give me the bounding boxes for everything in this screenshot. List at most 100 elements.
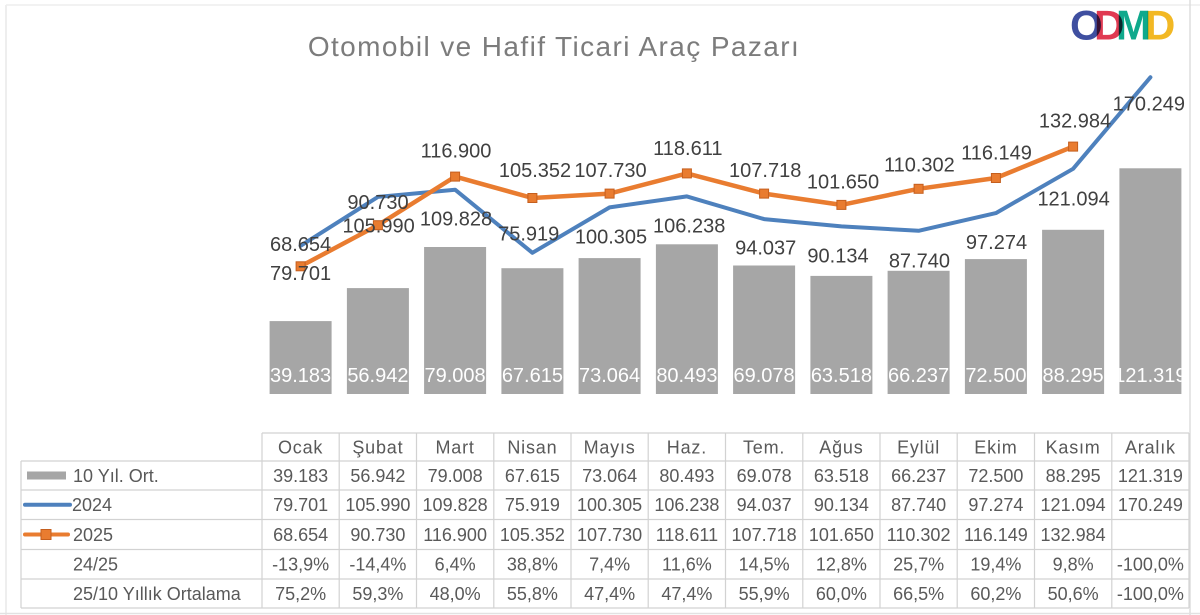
svg-text:107.718: 107.718 bbox=[732, 525, 797, 545]
svg-text:7,4%: 7,4% bbox=[589, 555, 630, 575]
svg-text:11,6%: 11,6% bbox=[662, 555, 712, 575]
svg-text:-14,4%: -14,4% bbox=[349, 555, 406, 575]
svg-text:66,5%: 66,5% bbox=[893, 584, 944, 604]
svg-text:87.740: 87.740 bbox=[891, 495, 946, 515]
svg-text:63.518: 63.518 bbox=[811, 365, 872, 387]
svg-text:Mayıs: Mayıs bbox=[584, 437, 636, 457]
svg-text:63.518: 63.518 bbox=[814, 466, 869, 486]
svg-text:68.654: 68.654 bbox=[273, 525, 328, 545]
svg-text:170.249: 170.249 bbox=[1113, 93, 1185, 115]
svg-text:39.183: 39.183 bbox=[270, 365, 331, 387]
svg-text:90.134: 90.134 bbox=[814, 495, 869, 515]
svg-text:Ekim: Ekim bbox=[974, 437, 1017, 457]
svg-text:19,4%: 19,4% bbox=[970, 555, 1021, 575]
svg-text:121.094: 121.094 bbox=[1037, 189, 1109, 211]
svg-text:67.615: 67.615 bbox=[502, 365, 563, 387]
svg-text:-100,0%: -100,0% bbox=[1117, 584, 1184, 604]
svg-text:72.500: 72.500 bbox=[968, 466, 1023, 486]
svg-text:60,0%: 60,0% bbox=[816, 584, 867, 604]
svg-text:80.493: 80.493 bbox=[659, 466, 714, 486]
svg-text:107.730: 107.730 bbox=[577, 525, 642, 545]
svg-text:M: M bbox=[1116, 2, 1151, 49]
svg-text:116.149: 116.149 bbox=[964, 525, 1028, 545]
svg-text:88.295: 88.295 bbox=[1046, 466, 1101, 486]
svg-text:109.828: 109.828 bbox=[423, 495, 488, 515]
svg-text:59,3%: 59,3% bbox=[352, 584, 403, 604]
svg-text:6,4%: 6,4% bbox=[435, 555, 476, 575]
svg-text:38,8%: 38,8% bbox=[507, 555, 558, 575]
svg-text:66.237: 66.237 bbox=[888, 365, 949, 387]
svg-text:25,7%: 25,7% bbox=[893, 555, 944, 575]
svg-text:75.919: 75.919 bbox=[498, 224, 559, 246]
svg-text:75,2%: 75,2% bbox=[275, 584, 326, 604]
svg-text:94.037: 94.037 bbox=[737, 495, 792, 515]
svg-text:79.008: 79.008 bbox=[428, 466, 483, 486]
svg-text:110.302: 110.302 bbox=[884, 155, 955, 177]
svg-text:47,4%: 47,4% bbox=[661, 584, 712, 604]
svg-text:105.352: 105.352 bbox=[499, 160, 571, 182]
svg-text:118.611: 118.611 bbox=[656, 525, 718, 545]
svg-text:121.319: 121.319 bbox=[1118, 466, 1183, 486]
svg-text:D: D bbox=[1094, 2, 1124, 49]
svg-text:12,8%: 12,8% bbox=[816, 555, 867, 575]
svg-text:56.942: 56.942 bbox=[350, 466, 405, 486]
svg-text:116.900: 116.900 bbox=[421, 141, 492, 163]
svg-text:72.500: 72.500 bbox=[965, 365, 1026, 387]
svg-text:-100,0%: -100,0% bbox=[1117, 555, 1184, 575]
svg-text:116.149: 116.149 bbox=[961, 142, 1032, 164]
svg-text:Şubat: Şubat bbox=[352, 437, 403, 457]
svg-text:Haz.: Haz. bbox=[667, 437, 707, 457]
svg-text:100.305: 100.305 bbox=[577, 495, 642, 515]
svg-text:60,2%: 60,2% bbox=[970, 584, 1021, 604]
svg-text:73.064: 73.064 bbox=[582, 466, 637, 486]
svg-text:10 Yıl. Ort.: 10 Yıl. Ort. bbox=[73, 466, 159, 486]
svg-text:50,6%: 50,6% bbox=[1048, 584, 1099, 604]
svg-text:-13,9%: -13,9% bbox=[272, 555, 329, 575]
svg-text:69.078: 69.078 bbox=[734, 365, 795, 387]
svg-text:O: O bbox=[1070, 2, 1103, 49]
svg-text:69.078: 69.078 bbox=[737, 466, 792, 486]
svg-text:90.134: 90.134 bbox=[807, 246, 868, 268]
svg-text:121.094: 121.094 bbox=[1041, 495, 1106, 515]
svg-text:55,8%: 55,8% bbox=[507, 584, 558, 604]
svg-text:79.008: 79.008 bbox=[425, 365, 486, 387]
svg-text:116.900: 116.900 bbox=[423, 525, 487, 545]
svg-text:D: D bbox=[1145, 2, 1175, 49]
svg-text:109.828: 109.828 bbox=[420, 209, 492, 231]
svg-text:56.942: 56.942 bbox=[347, 365, 408, 387]
svg-text:90.730: 90.730 bbox=[347, 192, 408, 214]
svg-text:14,5%: 14,5% bbox=[739, 555, 790, 575]
svg-text:107.730: 107.730 bbox=[574, 160, 646, 182]
svg-text:97.274: 97.274 bbox=[966, 232, 1027, 254]
svg-text:67.615: 67.615 bbox=[505, 466, 560, 486]
svg-text:87.740: 87.740 bbox=[889, 250, 950, 272]
svg-text:106.238: 106.238 bbox=[653, 215, 725, 237]
svg-text:97.274: 97.274 bbox=[968, 495, 1023, 515]
svg-text:Nisan: Nisan bbox=[507, 437, 557, 457]
svg-text:132.984: 132.984 bbox=[1039, 111, 1111, 133]
svg-text:48,0%: 48,0% bbox=[430, 584, 481, 604]
svg-text:94.037: 94.037 bbox=[735, 237, 796, 259]
svg-text:101.650: 101.650 bbox=[809, 525, 874, 545]
svg-text:90.730: 90.730 bbox=[350, 525, 405, 545]
svg-text:47,4%: 47,4% bbox=[584, 584, 635, 604]
svg-text:Tem.: Tem. bbox=[743, 437, 785, 457]
svg-text:2025: 2025 bbox=[73, 525, 113, 545]
svg-text:100.305: 100.305 bbox=[575, 226, 647, 248]
svg-text:101.650: 101.650 bbox=[807, 172, 879, 194]
svg-text:110.302: 110.302 bbox=[887, 525, 951, 545]
svg-text:Otomobil ve Hafif Ticari Araç: Otomobil ve Hafif Ticari Araç Pazarı bbox=[308, 31, 800, 62]
svg-text:80.493: 80.493 bbox=[656, 365, 717, 387]
svg-text:Ocak: Ocak bbox=[278, 437, 323, 457]
svg-text:68.654: 68.654 bbox=[270, 234, 331, 256]
svg-text:106.238: 106.238 bbox=[654, 495, 719, 515]
svg-text:Eylül: Eylül bbox=[897, 437, 940, 457]
svg-text:105.352: 105.352 bbox=[500, 525, 565, 545]
svg-text:75.919: 75.919 bbox=[505, 495, 560, 515]
svg-text:25/10 Yıllık Ortalama: 25/10 Yıllık Ortalama bbox=[73, 584, 242, 604]
svg-text:24/25: 24/25 bbox=[73, 555, 118, 575]
svg-text:105.990: 105.990 bbox=[345, 495, 410, 515]
svg-text:79.701: 79.701 bbox=[273, 495, 328, 515]
svg-text:Kasım: Kasım bbox=[1046, 437, 1101, 457]
svg-text:79.701: 79.701 bbox=[270, 263, 331, 285]
